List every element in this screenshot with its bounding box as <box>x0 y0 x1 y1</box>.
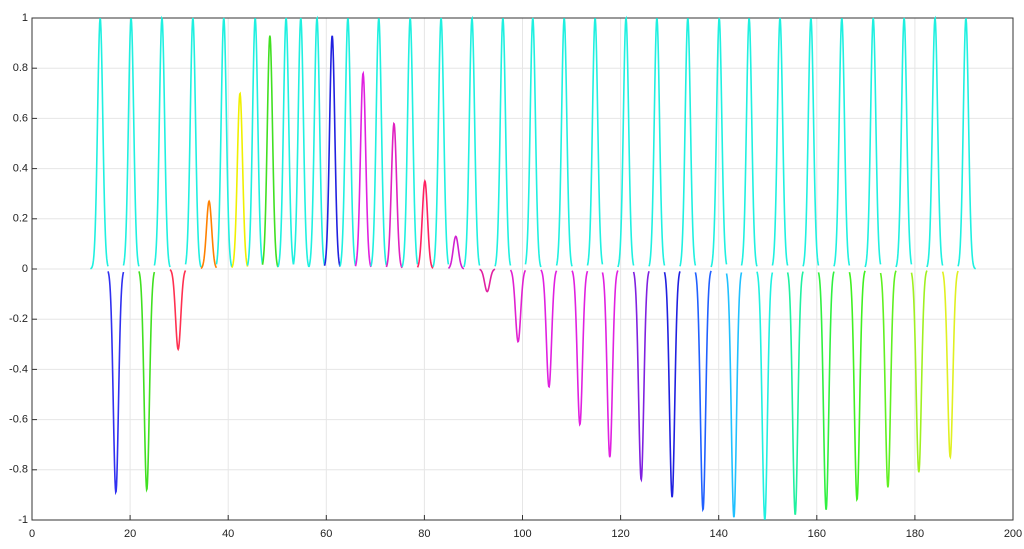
pulse <box>354 70 372 268</box>
y-tick-label: 0.4 <box>13 163 28 175</box>
pulse <box>663 271 681 498</box>
pulse <box>277 17 295 268</box>
x-tick-label: 20 <box>124 528 136 540</box>
pulse <box>215 17 233 268</box>
y-tick-label: -1 <box>18 514 28 526</box>
pulse <box>555 17 573 267</box>
pulse <box>617 15 635 268</box>
pulse <box>802 17 820 267</box>
pulse <box>524 17 542 268</box>
pulse <box>771 17 789 266</box>
x-tick-label: 180 <box>906 528 924 540</box>
pulse <box>540 269 558 389</box>
pulse <box>848 270 866 503</box>
pulse <box>231 91 249 268</box>
pulse <box>138 271 156 493</box>
pulse <box>122 17 140 267</box>
x-tick-label: 120 <box>611 528 629 540</box>
pulse <box>200 199 218 270</box>
y-tick-label: -0.6 <box>9 414 28 426</box>
pulse <box>833 17 851 267</box>
pulse <box>632 270 650 483</box>
y-tick-label: -0.8 <box>9 464 28 476</box>
pulse <box>90 18 109 270</box>
plot-frame <box>31 17 1014 521</box>
x-tick-label: 40 <box>222 528 234 540</box>
pulse <box>463 15 481 268</box>
pulse <box>323 35 341 267</box>
pulse <box>494 17 512 267</box>
y-tick-label: 0.8 <box>13 62 28 74</box>
x-tick-label: 200 <box>1004 528 1022 540</box>
pulse <box>710 17 728 268</box>
pulse <box>292 17 310 268</box>
pulse <box>586 17 604 266</box>
pulse <box>479 268 496 293</box>
pulse <box>107 271 125 496</box>
x-tick-label: 100 <box>513 528 531 540</box>
x-tick-label: 80 <box>418 528 430 540</box>
pulse <box>941 270 959 460</box>
pulse <box>246 17 264 266</box>
pulse <box>756 271 774 521</box>
x-tick-label: 0 <box>29 528 35 540</box>
y-tick-label: 0 <box>22 263 28 275</box>
x-tick-label: 140 <box>710 528 728 540</box>
pulse <box>817 271 835 510</box>
x-tick-label: 160 <box>808 528 826 540</box>
pulse <box>648 17 666 267</box>
y-tick-label: 0.6 <box>13 112 28 124</box>
pulse <box>879 270 897 488</box>
pulse <box>432 17 450 268</box>
pulse <box>385 121 403 269</box>
pulse <box>740 17 758 267</box>
pulse <box>339 17 357 267</box>
pulse <box>910 270 928 473</box>
pulse <box>601 270 619 458</box>
pulse <box>261 35 279 268</box>
pulse <box>895 17 913 268</box>
pulse <box>725 272 743 518</box>
pulse <box>184 17 202 268</box>
pulse <box>694 270 712 513</box>
pulse <box>926 15 944 268</box>
y-tick-label: 0.2 <box>13 213 28 225</box>
y-tick-label: -0.2 <box>9 313 28 325</box>
pulse <box>416 179 434 269</box>
y-tick-label: -0.4 <box>9 363 28 375</box>
pulse <box>370 17 388 267</box>
pulse <box>571 270 589 427</box>
pulse <box>864 17 882 268</box>
pulse <box>957 18 977 270</box>
pulse <box>509 269 527 343</box>
pulse <box>679 17 697 267</box>
pulse <box>786 271 804 516</box>
pulse <box>401 17 419 268</box>
y-tick-label: 1 <box>22 12 28 24</box>
pulse <box>308 15 326 268</box>
x-tick-label: 60 <box>320 528 332 540</box>
pulse <box>153 15 171 268</box>
pulse <box>447 235 465 270</box>
pulse <box>169 269 187 352</box>
